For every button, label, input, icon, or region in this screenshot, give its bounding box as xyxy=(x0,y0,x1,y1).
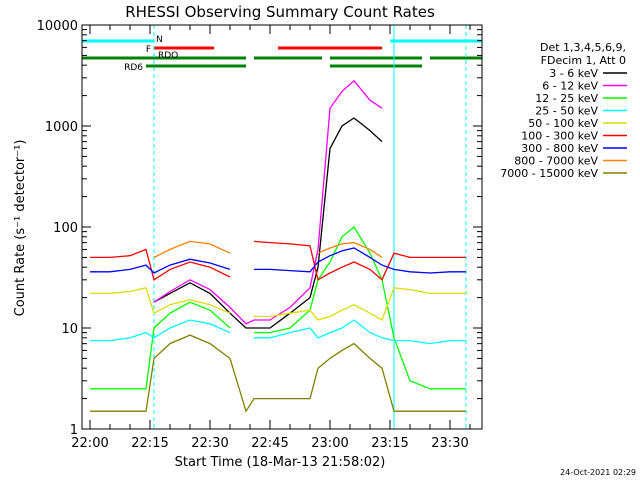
x-tick-label-23-30: 23:30 xyxy=(431,436,468,451)
flag-bars: NF RDO RD6 xyxy=(82,35,482,73)
x-tick-label-23-00: 23:00 xyxy=(311,436,348,451)
legend-label-7000-15000-kev: 7000 - 15000 keV xyxy=(500,167,598,180)
legend-header-1: FDecim 1, Att 0 xyxy=(541,54,626,67)
series-line-800-7000-kev-0 xyxy=(153,240,231,258)
legend: Det 1,3,4,5,6,9,FDecim 1, Att 03 - 6 keV… xyxy=(500,41,627,180)
y-axis-label: Count Rate (s⁻¹ detector⁻¹) xyxy=(13,140,28,317)
flag-label-n: N xyxy=(156,35,163,45)
series-line-100-300-kev-0 xyxy=(90,248,231,281)
series-line-12-25-kev-0 xyxy=(90,301,231,390)
legend-label-25-50-kev: 25 - 50 keV xyxy=(535,105,598,118)
legend-label-12-25-kev: 12 - 25 keV xyxy=(535,92,598,105)
y-tick-label-1000: 1000 xyxy=(45,120,78,135)
x-tick-label-22-30: 22:30 xyxy=(191,436,228,451)
legend-header-0: Det 1,3,4,5,6,9, xyxy=(540,41,626,54)
series-line-800-7000-kev-1 xyxy=(317,241,383,258)
y-tick-label-10000: 10000 xyxy=(37,19,78,34)
series-line-300-800-kev-0 xyxy=(90,258,231,274)
series-line-25-50-kev-0 xyxy=(90,319,231,342)
x-tick-label-23-15: 23:15 xyxy=(371,436,408,451)
series-line-300-800-kev-1 xyxy=(254,247,466,274)
series-line-50-100-kev-0 xyxy=(90,287,231,315)
y-tick-label-10: 10 xyxy=(61,322,78,337)
y-tick-label-100: 100 xyxy=(53,221,78,236)
x-tick-label-22-45: 22:45 xyxy=(251,436,288,451)
legend-label-300-800-kev: 300 - 800 keV xyxy=(521,142,598,155)
legend-label-3-6-kev: 3 - 6 keV xyxy=(549,67,598,80)
y-tick-label-1: 1 xyxy=(70,423,78,438)
legend-label-50-100-kev: 50 - 100 keV xyxy=(528,117,598,130)
flag-label-f: F xyxy=(146,45,151,55)
series-line-7000-15000-kev-0 xyxy=(90,334,466,413)
flag-label-rd6: RD6 xyxy=(124,63,143,73)
flag-label-rdo: RDO xyxy=(158,51,178,61)
series-line-100-300-kev-1 xyxy=(253,240,466,281)
series-line-6-12-kev-0 xyxy=(153,79,383,325)
x-axis: 22:00 22:15 22:30 22:45 23:00 23:15 23:30 xyxy=(71,25,471,451)
series-line-50-100-kev-1 xyxy=(254,287,466,321)
series-line-3-6-kev-0 xyxy=(153,117,383,329)
x-tick-label-22-15: 22:15 xyxy=(131,436,168,451)
legend-label-100-300-kev: 100 - 300 keV xyxy=(521,130,598,143)
series-lines xyxy=(90,79,466,413)
series-line-25-50-kev-1 xyxy=(254,319,466,345)
legend-label-800-7000-kev: 800 - 7000 keV xyxy=(514,155,598,168)
chart-title: RHESSI Observing Summary Count Rates xyxy=(125,3,435,21)
x-axis-label: Start Time (18-Mar-13 21:58:02) xyxy=(175,455,386,470)
x-tick-label-22-00: 22:00 xyxy=(71,436,108,451)
series-line-12-25-kev-1 xyxy=(254,226,466,390)
footer-date: 24-Oct-2021 02:29 xyxy=(560,468,636,477)
y-axis: 1 10 100 1000 10000 xyxy=(37,19,482,438)
legend-label-6-12-kev: 6 - 12 keV xyxy=(542,80,598,93)
